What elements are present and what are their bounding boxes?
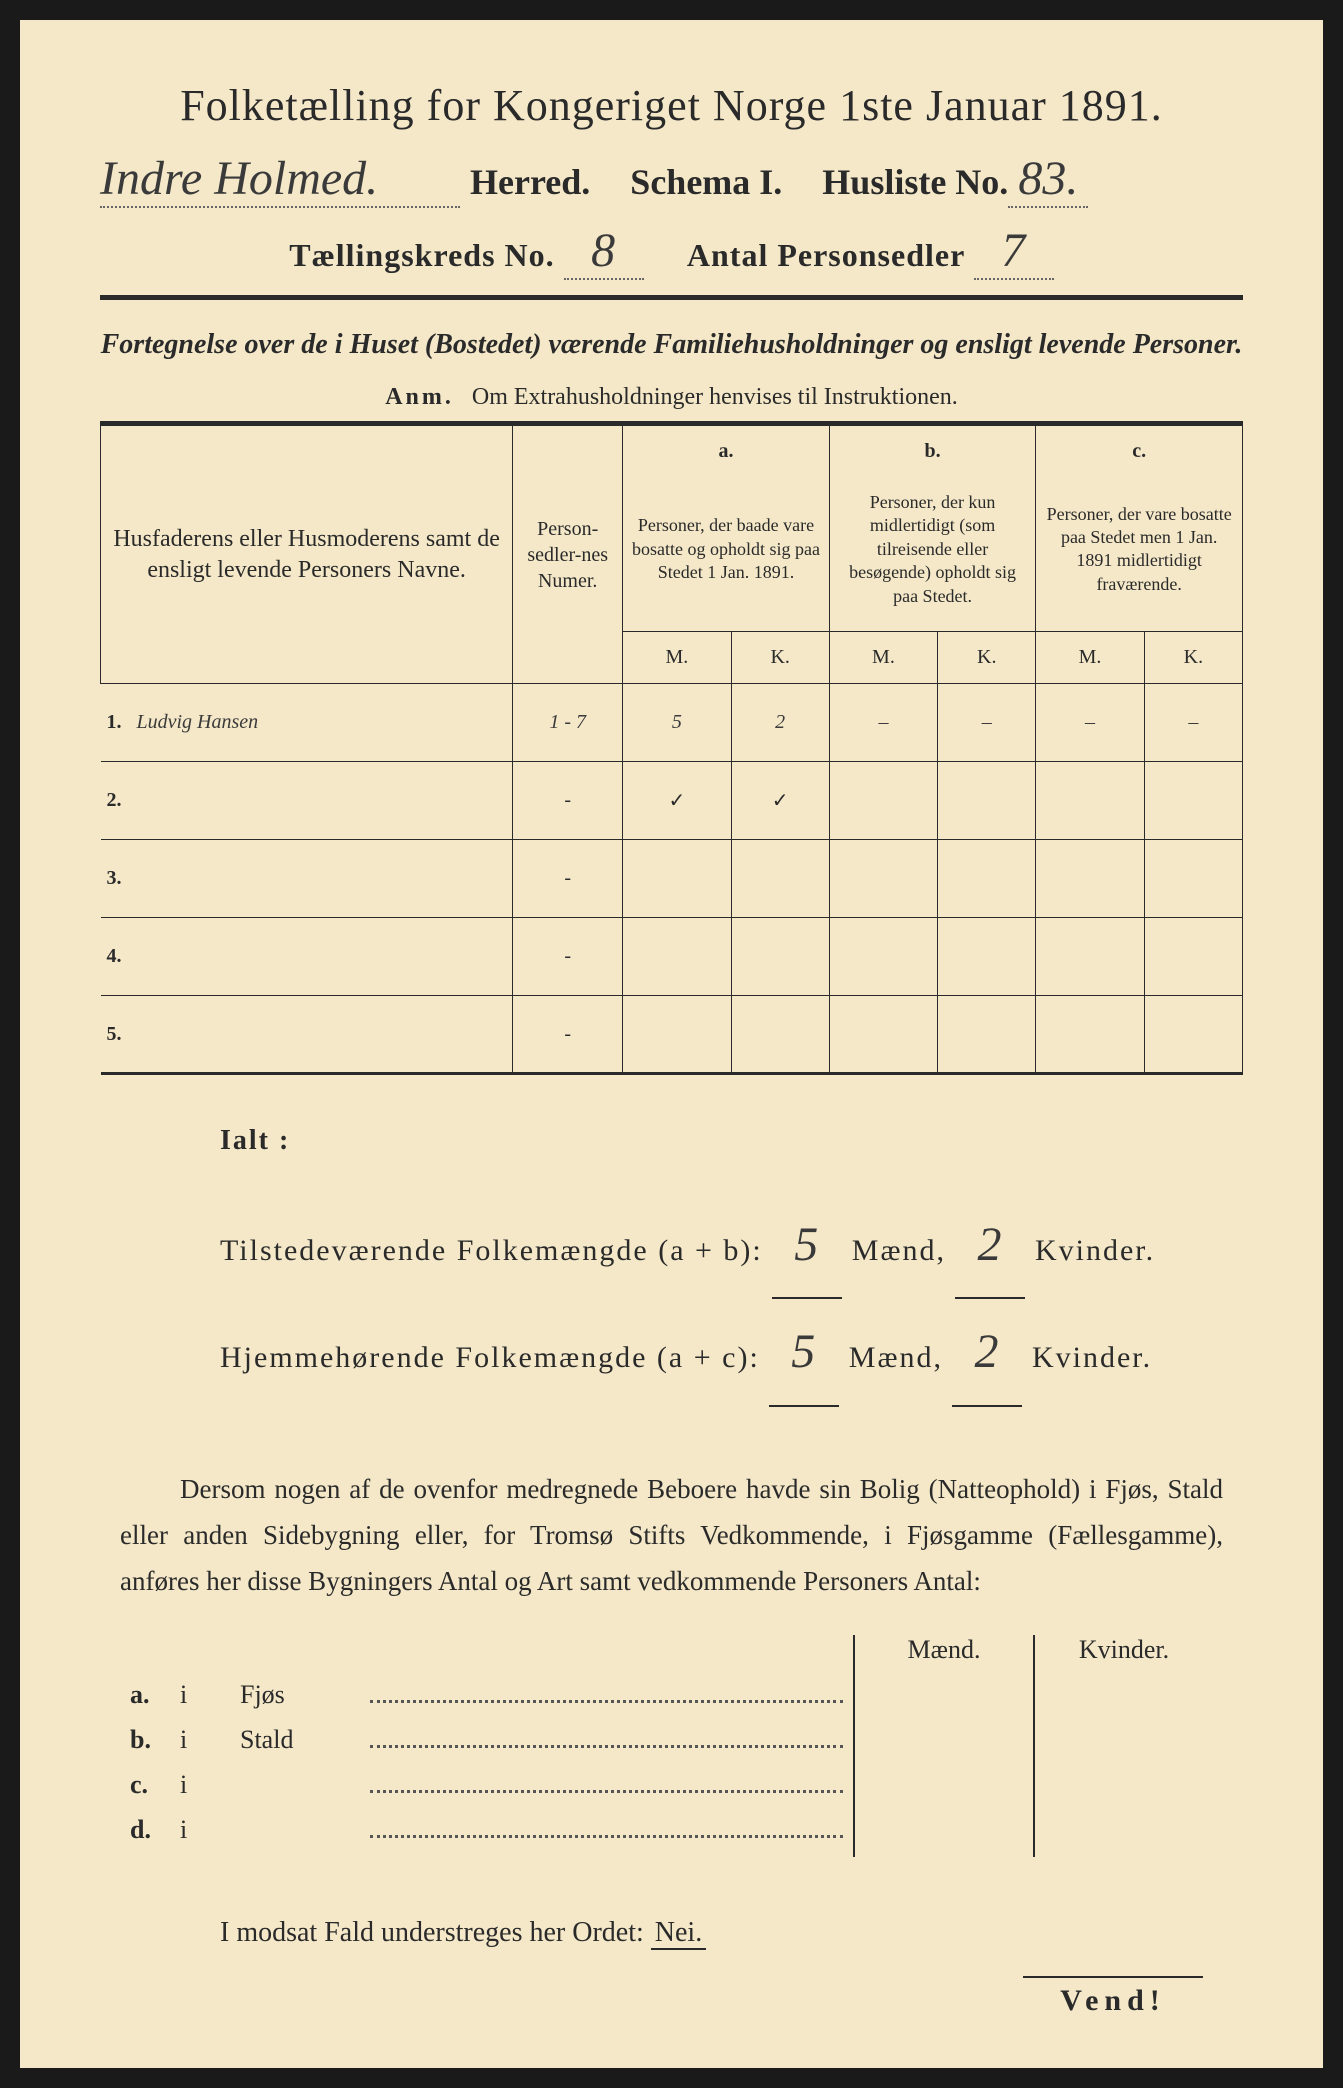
kreds-label: Tællingskreds No. [289,237,554,273]
maend-1: Mænd, [852,1234,946,1267]
maend-2: Mænd, [849,1341,943,1374]
c-k: K. [1144,631,1242,684]
b-m: M. [829,631,937,684]
table-row: 1.Ludvig Hansen1 - 752–––– [101,684,1243,762]
anm-label: Anm. [385,384,454,410]
subtitle-text: Fortegnelse over de i Huset (Bostedet) v… [101,329,1243,360]
vend: Vend! [1023,1976,1203,2018]
anm-text: Om Extrahusholdninger henvises til Instr… [472,384,958,410]
husliste-label: Husliste No. [822,161,1008,203]
col-c-text: Personer, der vare bosatte paa Stedet me… [1036,468,1243,631]
side-right: Mænd. Kvinder. [853,1635,1213,1857]
husliste-no: 83. [1008,151,1088,208]
modsat-text: I modsat Fald understreges her Ordet: [220,1917,644,1948]
kreds-no: 8 [564,223,644,280]
kvinder-1: Kvinder. [1035,1234,1155,1267]
col-names: Husfaderens eller Husmoderens samt de en… [101,424,513,684]
page-title: Folketælling for Kongeriget Norge 1ste J… [100,80,1243,131]
side-row: d.i [130,1812,853,1845]
c-m: M. [1036,631,1144,684]
anm-line: Anm. Om Extrahusholdninger henvises til … [100,384,1243,411]
a-k: K. [731,631,829,684]
antal-no: 7 [974,223,1054,280]
col-b-label: b. [925,440,941,462]
table-row: 3.- [101,840,1243,918]
side-left: a.iFjøs b.iStald c.i d.i [130,1635,853,1857]
paragraph: Dersom nogen af de ovenfor medregnede Be… [120,1467,1223,1605]
side-row: c.i [130,1767,853,1800]
side-maend: Mænd. [855,1635,1035,1857]
ialt-line1: Tilstedeværende Folkemængde (a + b): 5 M… [220,1192,1243,1300]
col-b-text: Personer, der kun midlertidigt (som tilr… [829,468,1036,631]
table-row: 2.-✓✓ [101,762,1243,840]
nei: Nei. [651,1917,706,1950]
ialt-l2-label: Hjemmehørende Folkemængde (a + c): [220,1341,760,1374]
a-m: M. [623,631,731,684]
subtitle: Fortegnelse over de i Huset (Bostedet) v… [100,325,1243,364]
schema-label: Schema I. [630,161,782,203]
header-line-3: Tællingskreds No. 8 Antal Personsedler 7 [100,223,1243,280]
ialt-l1-label: Tilstedeværende Folkemængde (a + b): [220,1234,763,1267]
census-form-page: Folketælling for Kongeriget Norge 1ste J… [20,20,1323,2068]
herred-label: Herred. [470,161,590,203]
ialt-line2: Hjemmehørende Folkemængde (a + c): 5 Mæn… [220,1299,1243,1407]
rule [100,295,1243,300]
herred-handwritten: Indre Holmed. [100,151,460,208]
header-line-2: Indre Holmed. Herred. Schema I. Husliste… [100,151,1243,208]
tilstede-k: 2 [955,1192,1025,1300]
tilstede-m: 5 [772,1192,842,1300]
col-a-text: Personer, der baade vare bosatte og opho… [623,468,830,631]
ialt-block: Ialt : Tilstedeværende Folkemængde (a + … [220,1110,1243,1407]
antal-label: Antal Personsedler [687,237,965,273]
side-row: b.iStald [130,1722,853,1755]
main-table: Husfaderens eller Husmoderens samt de en… [100,421,1243,1075]
hjemme-m: 5 [769,1299,839,1407]
modsat-line: I modsat Fald understreges her Ordet: Ne… [220,1917,1243,1949]
side-kvinder: Kvinder. [1035,1635,1213,1857]
table-row: 5.- [101,996,1243,1074]
col-numer: Person-sedler-nes Numer. [513,424,623,684]
kvinder-2: Kvinder. [1032,1341,1152,1374]
table-row: 4.- [101,918,1243,996]
ialt-label: Ialt : [220,1110,1243,1172]
col-a-label: a. [718,440,733,462]
b-k: K. [938,631,1036,684]
hjemme-k: 2 [952,1299,1022,1407]
col-c-label: c. [1132,440,1146,462]
side-building-table: a.iFjøs b.iStald c.i d.i Mænd. Kvinder. [130,1635,1213,1857]
side-row: a.iFjøs [130,1677,853,1710]
